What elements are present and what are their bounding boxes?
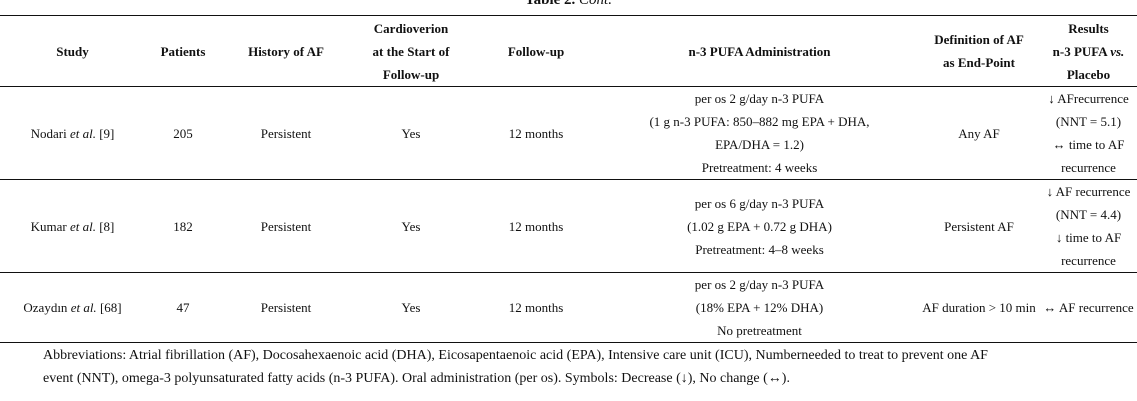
table-caption: Table 2. Cont. <box>0 0 1137 9</box>
header-administration: n-3 PUFA Administration <box>601 15 918 87</box>
table-caption-label: Table 2. <box>525 0 576 8</box>
cell-patients: 182 <box>145 179 221 273</box>
cell-results: ↔ AF recurrence <box>1040 272 1137 343</box>
cell-study: Nodari et al. [9] <box>0 86 145 180</box>
table-row: Kumar et al. [8] 182 Persistent Yes 12 m… <box>0 179 1137 273</box>
header-cardioversion: Cardioverion at the Start of Follow-up <box>351 15 471 87</box>
cell-cardioversion: Yes <box>351 179 471 273</box>
table-row: Nodari et al. [9] 205 Persistent Yes 12 … <box>0 86 1137 180</box>
header-history: History of AF <box>221 15 351 87</box>
header-definition: Definition of AF as End-Point <box>918 15 1040 87</box>
cell-followup: 12 months <box>471 86 601 180</box>
table-caption-suffix: Cont. <box>579 0 612 8</box>
table-row: Ozaydın et al. [68] 47 Persistent Yes 12… <box>0 272 1137 343</box>
cell-study: Kumar et al. [8] <box>0 179 145 273</box>
cell-cardioversion: Yes <box>351 272 471 343</box>
cell-patients: 47 <box>145 272 221 343</box>
cell-administration: per os 2 g/day n-3 PUFA (18% EPA + 12% D… <box>601 272 918 343</box>
abbreviations-line: event (NNT), omega-3 polyunsaturated fat… <box>43 371 790 386</box>
cell-history: Persistent <box>221 272 351 343</box>
cell-study: Ozaydın et al. [68] <box>0 272 145 343</box>
cell-followup: 12 months <box>471 272 601 343</box>
header-patients: Patients <box>145 15 221 87</box>
cell-results: ↓ AF recurrence (NNT = 4.4) ↓ time to AF… <box>1040 179 1137 273</box>
cell-definition: AF duration > 10 min <box>918 272 1040 343</box>
table-header-row: Study Patients History of AF Cardioverio… <box>0 15 1137 87</box>
cell-results: ↓ AFrecurrence (NNT = 5.1) ↔ time to AF … <box>1040 86 1137 180</box>
cell-definition: Any AF <box>918 86 1040 180</box>
cell-cardioversion: Yes <box>351 86 471 180</box>
header-followup: Follow-up <box>471 15 601 87</box>
abbreviations-footnote: Abbreviations: Atrial fibrillation (AF),… <box>43 344 1113 390</box>
cell-administration: per os 2 g/day n-3 PUFA (1 g n-3 PUFA: 8… <box>601 86 918 180</box>
cell-followup: 12 months <box>471 179 601 273</box>
cell-history: Persistent <box>221 179 351 273</box>
header-study: Study <box>0 15 145 87</box>
cell-administration: per os 6 g/day n-3 PUFA (1.02 g EPA + 0.… <box>601 179 918 273</box>
cell-history: Persistent <box>221 86 351 180</box>
cell-definition: Persistent AF <box>918 179 1040 273</box>
results-table: Study Patients History of AF Cardioverio… <box>0 15 1137 343</box>
header-results: Results n-3 PUFA vs. Placebo <box>1040 15 1137 87</box>
cell-patients: 205 <box>145 86 221 180</box>
abbreviations-line: Abbreviations: Atrial fibrillation (AF),… <box>43 348 988 363</box>
